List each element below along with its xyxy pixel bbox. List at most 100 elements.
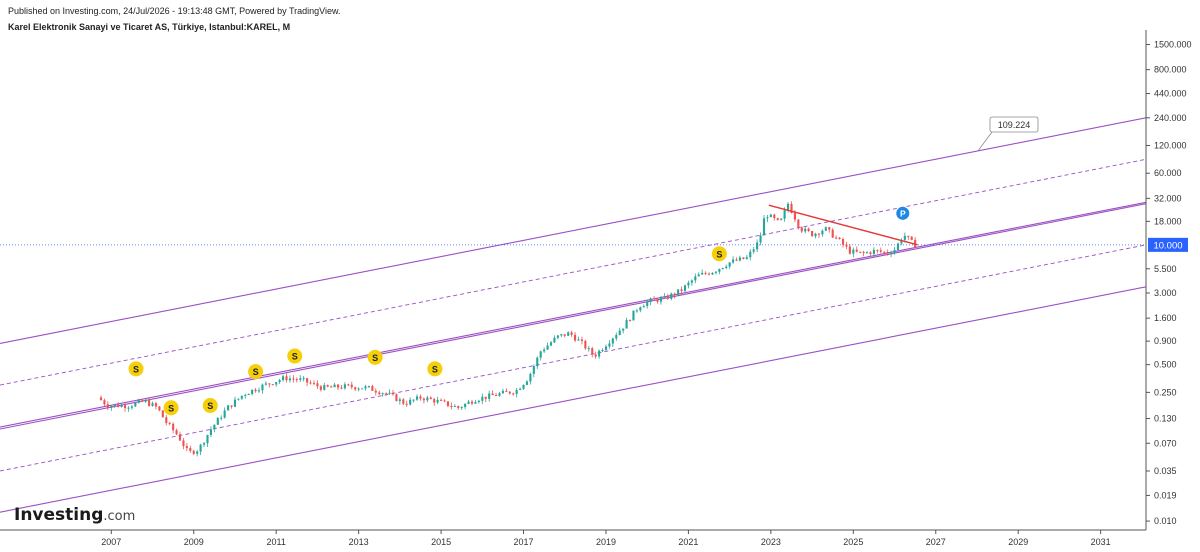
candle-body[interactable] (725, 266, 728, 269)
candle-body[interactable] (247, 394, 250, 396)
candle-body[interactable] (223, 410, 226, 418)
candle-body[interactable] (886, 252, 889, 254)
candle-body[interactable] (161, 410, 164, 418)
candle-body[interactable] (642, 306, 645, 308)
candle-body[interactable] (347, 384, 350, 386)
candle-body[interactable] (838, 237, 841, 239)
candle-body[interactable] (110, 406, 113, 408)
candle-body[interactable] (343, 384, 346, 389)
candle-body[interactable] (151, 403, 154, 406)
candle-body[interactable] (718, 268, 721, 272)
candle-body[interactable] (409, 399, 412, 405)
candle-body[interactable] (848, 246, 851, 254)
candle-body[interactable] (903, 235, 906, 240)
candle-body[interactable] (467, 401, 470, 404)
candle-body[interactable] (415, 396, 419, 400)
candle-body[interactable] (707, 273, 711, 275)
candle-body[interactable] (385, 393, 388, 395)
candle-body[interactable] (178, 434, 182, 441)
candle-body[interactable] (271, 384, 274, 386)
candle-body[interactable] (711, 272, 714, 275)
candle-body[interactable] (117, 404, 120, 408)
dividend-marker[interactable]: S (163, 400, 179, 416)
candle-body[interactable] (113, 404, 116, 407)
candle-body[interactable] (154, 403, 158, 407)
candle-body[interactable] (361, 388, 364, 390)
candle-body[interactable] (649, 298, 652, 302)
candle-body[interactable] (766, 217, 769, 219)
candle-body[interactable] (244, 394, 247, 396)
candle-body[interactable] (158, 406, 161, 411)
candle-body[interactable] (786, 203, 790, 211)
candle-body[interactable] (817, 233, 821, 235)
candle-body[interactable] (464, 403, 467, 408)
candle-body[interactable] (474, 402, 477, 404)
candle-body[interactable] (776, 218, 779, 220)
candle-body[interactable] (584, 340, 587, 349)
candle-body[interactable] (141, 400, 144, 402)
candle-body[interactable] (237, 398, 240, 400)
candle-body[interactable] (704, 272, 707, 274)
candle-body[interactable] (683, 285, 687, 291)
candle-body[interactable] (134, 402, 137, 407)
candle-body[interactable] (209, 429, 212, 436)
candle-body[interactable] (618, 330, 621, 336)
candle-body[interactable] (670, 293, 673, 299)
candle-body[interactable] (240, 395, 243, 399)
candle-body[interactable] (306, 378, 309, 383)
candle-body[interactable] (216, 418, 219, 425)
candle-body[interactable] (450, 405, 453, 407)
candle-body[interactable] (330, 386, 333, 388)
candle-body[interactable] (635, 310, 638, 312)
candle-body[interactable] (378, 392, 381, 395)
candle-body[interactable] (292, 378, 295, 380)
candle-body[interactable] (890, 253, 893, 255)
candle-body[interactable] (501, 390, 504, 394)
candle-body[interactable] (354, 387, 357, 390)
candle-body[interactable] (587, 348, 590, 350)
candle-body[interactable] (687, 282, 690, 286)
candle-body[interactable] (295, 379, 298, 381)
candle-body[interactable] (893, 249, 896, 254)
candle-body[interactable] (391, 392, 395, 395)
candle-body[interactable] (769, 214, 772, 218)
candle-body[interactable] (120, 405, 123, 408)
candle-body[interactable] (553, 337, 556, 343)
candle-body[interactable] (268, 383, 271, 385)
dividend-marker[interactable]: S (287, 348, 303, 364)
candle-body[interactable] (453, 406, 456, 408)
candle-body[interactable] (519, 388, 522, 390)
candle-body[interactable] (811, 231, 814, 237)
candle-body[interactable] (900, 239, 903, 244)
candle-body[interactable] (677, 289, 680, 295)
candle-body[interactable] (663, 296, 666, 298)
candle-body[interactable] (350, 384, 353, 388)
candle-body[interactable] (721, 268, 724, 270)
candle-body[interactable] (814, 233, 817, 237)
candle-body[interactable] (577, 339, 580, 341)
candle-body[interactable] (168, 422, 171, 424)
candle-body[interactable] (261, 384, 264, 391)
candle-body[interactable] (536, 357, 539, 367)
candle-body[interactable] (883, 251, 886, 253)
candle-body[interactable] (855, 249, 858, 252)
candle-body[interactable] (821, 230, 824, 235)
candle-body[interactable] (804, 228, 807, 232)
candle-body[interactable] (254, 389, 257, 392)
candle-body[interactable] (398, 399, 401, 402)
p-marker[interactable]: P (896, 206, 910, 220)
candle-body[interactable] (172, 423, 175, 431)
candle-body[interactable] (800, 227, 803, 232)
candle-body[interactable] (742, 257, 745, 259)
candle-body[interactable] (580, 339, 583, 341)
candle-body[interactable] (752, 249, 755, 252)
candle-body[interactable] (333, 384, 336, 388)
candle-body[interactable] (477, 400, 480, 403)
candle-body[interactable] (615, 335, 618, 339)
candle-body[interactable] (560, 334, 563, 336)
candle-body[interactable] (182, 440, 185, 447)
candle-body[interactable] (570, 332, 573, 335)
candle-body[interactable] (728, 262, 731, 267)
candle-body[interactable] (323, 385, 326, 390)
candle-body[interactable] (275, 382, 278, 385)
